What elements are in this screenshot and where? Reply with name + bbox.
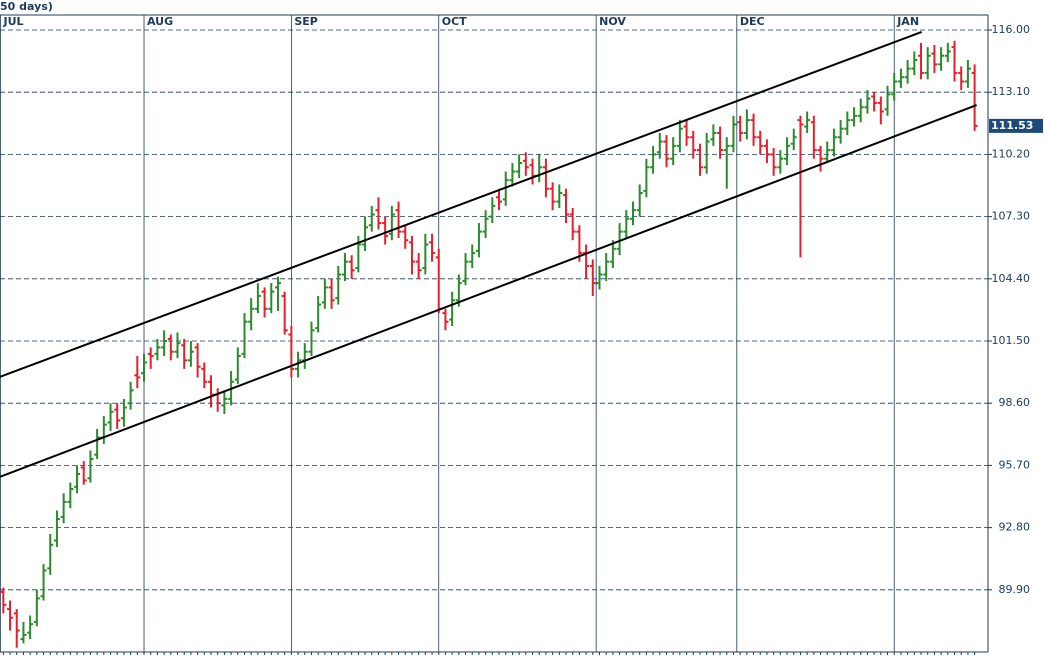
y-tick-label: 110.20 — [992, 147, 1031, 160]
channel-line — [0, 31, 923, 378]
chart-title: 50 days) — [0, 0, 53, 13]
y-tick-label: 101.50 — [992, 334, 1031, 347]
y-tick-label: 104.40 — [992, 272, 1031, 285]
last-price-label: 111.53 — [991, 119, 1033, 132]
x-tick-label: NOV — [599, 15, 626, 28]
x-tick-label: JAN — [896, 15, 919, 28]
x-tick-label: JUL — [3, 15, 24, 28]
y-tick-label: 107.30 — [992, 210, 1031, 223]
x-tick-label: DEC — [740, 15, 765, 28]
y-tick-label: 113.10 — [992, 85, 1031, 98]
x-tick-label: SEP — [294, 15, 318, 28]
x-tick-label: OCT — [442, 15, 467, 28]
last-price-box — [989, 118, 1043, 133]
channel-line — [0, 104, 977, 478]
y-tick-label: 95.70 — [999, 458, 1031, 471]
x-tick-label: AUG — [147, 15, 173, 28]
y-tick-label: 92.80 — [999, 521, 1031, 534]
y-tick-label: 89.90 — [999, 583, 1031, 596]
y-tick-label: 98.60 — [999, 396, 1031, 409]
y-tick-label: 116.00 — [992, 23, 1031, 36]
